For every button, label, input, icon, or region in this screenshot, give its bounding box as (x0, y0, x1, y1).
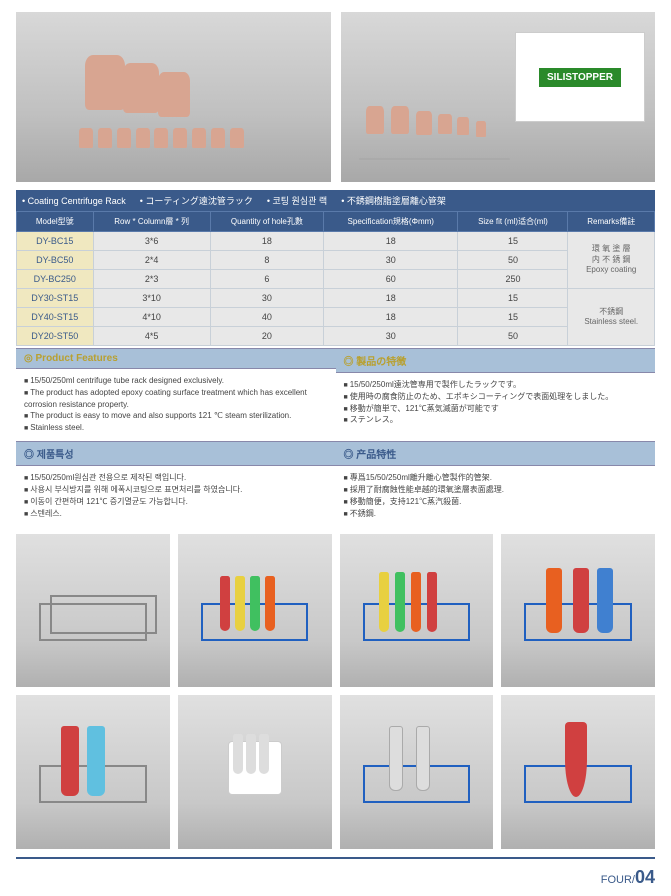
table-cell: 4*5 (93, 327, 210, 346)
top-image-row: SILISTOPPER (16, 12, 655, 182)
feature-item: Stainless steel. (24, 422, 328, 434)
table-cell: 30 (324, 327, 458, 346)
product-cell (501, 695, 655, 849)
table-cell: 30 (210, 289, 323, 308)
table-cell: DY40-ST15 (17, 308, 94, 327)
th-qty: Quantity of hole孔數 (210, 212, 323, 232)
feature-item: 스텐레스. (24, 508, 328, 520)
features-body-cn: 專爲15/50/250ml離升離心管製作的管架.採用了耐腐蝕性能卓越的環氧塗層表… (336, 466, 656, 525)
features-row-1: ◎ Product Features 15/50/250ml centrifug… (16, 348, 655, 439)
table-cell: DY-BC15 (17, 232, 94, 251)
table-cell: DY-BC50 (17, 251, 94, 270)
features-row-2: ◎ 제품특성 15/50/250ml원심관 전용으로 제작된 랙입니다.사용시 … (16, 441, 655, 525)
table-row: DY-BC153*6181815環 氧 塗 層内 不 銹 鋼Epoxy coat… (17, 232, 655, 251)
table-cell: 50 (458, 327, 568, 346)
table-cell: DY-BC250 (17, 270, 94, 289)
feature-item: 使用時の腐食防止のため、エポキシコーティングで表面処理をしました。 (344, 391, 648, 403)
table-header-row: Model型號 Row * Column層 * 列 Quantity of ho… (17, 212, 655, 232)
title-jp: コーティング遠沈管ラック (140, 194, 253, 207)
th-remarks: Remarks備註 (568, 212, 655, 232)
table-cell: 18 (324, 232, 458, 251)
category-title-bar: Coating Centrifuge Rack コーティング遠沈管ラック 코팅 … (16, 190, 655, 211)
table-cell: 50 (458, 251, 568, 270)
features-header-en: ◎ Product Features (16, 348, 336, 369)
title-cn: 不銹鋼樹脂塗層離心管架 (341, 194, 446, 207)
page-footer: FOUR/04 (0, 859, 671, 896)
feature-item: The product has adopted epoxy coating su… (24, 387, 328, 410)
th-model: Model型號 (17, 212, 94, 232)
feature-item: The product is easy to move and also sup… (24, 410, 328, 422)
table-cell: 15 (458, 232, 568, 251)
table-cell: 20 (210, 327, 323, 346)
feature-item: 專爲15/50/250ml離升離心管製作的管架. (344, 472, 648, 484)
feature-item: 採用了耐腐蝕性能卓越的環氧塗層表面處理. (344, 484, 648, 496)
table-row: DY30-ST153*10301815不銹鋼Stainless steel. (17, 289, 655, 308)
table-cell: 18 (210, 232, 323, 251)
product-cell (16, 695, 170, 849)
features-header-kr: ◎ 제품특성 (16, 441, 336, 466)
table-cell: 60 (324, 270, 458, 289)
remarks-cell: 不銹鋼Stainless steel. (568, 289, 655, 346)
table-row: DY20-ST504*5203050 (17, 327, 655, 346)
product-image-box: SILISTOPPER (341, 12, 656, 182)
th-size: Size fit (ml)适合(ml) (458, 212, 568, 232)
feature-item: 15/50/250ml遠沈管専用で製作したラックです。 (344, 379, 648, 391)
footer-page-number: 04 (635, 867, 655, 887)
feature-item: 이동이 간편하며 121℃ 증기멸균도 가능합니다. (24, 496, 328, 508)
feature-item: 사용시 부식방지를 위해 에폭시코팅으로 표면처리를 하였습니다. (24, 484, 328, 496)
th-rowcol: Row * Column層 * 列 (93, 212, 210, 232)
product-cell (340, 534, 494, 688)
table-cell: 4*10 (93, 308, 210, 327)
feature-item: 不銹鋼. (344, 508, 648, 520)
table-cell: 30 (324, 251, 458, 270)
product-cell (178, 695, 332, 849)
features-header-cn: ◎ 产品特性 (336, 441, 656, 466)
product-cell (340, 695, 494, 849)
features-body-en: 15/50/250ml centrifuge tube rack designe… (16, 369, 336, 439)
product-image-stoppers (16, 12, 331, 182)
feature-item: 15/50/250ml centrifuge tube rack designe… (24, 375, 328, 387)
table-cell: DY20-ST50 (17, 327, 94, 346)
feature-item: 移動簡便，支持121℃蒸汽殺菌. (344, 496, 648, 508)
th-spec: Specification規格(Φmm) (324, 212, 458, 232)
table-cell: DY30-ST15 (17, 289, 94, 308)
table-cell: 8 (210, 251, 323, 270)
product-cell (178, 534, 332, 688)
table-row: DY40-ST154*10401815 (17, 308, 655, 327)
title-en: Coating Centrifuge Rack (22, 196, 126, 206)
table-cell: 18 (324, 289, 458, 308)
spec-table: Model型號 Row * Column層 * 列 Quantity of ho… (16, 211, 655, 346)
table-cell: 6 (210, 270, 323, 289)
features-header-jp: ◎ 製品の特徴 (336, 348, 656, 373)
silistopper-box: SILISTOPPER (515, 32, 645, 122)
footer-label: FOUR/ (601, 874, 635, 886)
title-kr: 코팅 원심관 랙 (267, 194, 327, 207)
table-cell: 250 (458, 270, 568, 289)
table-cell: 3*6 (93, 232, 210, 251)
product-cell (501, 534, 655, 688)
table-row: DY-BC502*483050 (17, 251, 655, 270)
feature-item: ステンレス。 (344, 414, 648, 426)
table-cell: 3*10 (93, 289, 210, 308)
features-body-jp: 15/50/250ml遠沈管専用で製作したラックです。使用時の腐食防止のため、エ… (336, 373, 656, 432)
feature-item: 移動が簡単で、121℃蒸気滅菌が可能です (344, 403, 648, 415)
table-cell: 18 (324, 308, 458, 327)
table-cell: 2*4 (93, 251, 210, 270)
table-cell: 2*3 (93, 270, 210, 289)
silistopper-label: SILISTOPPER (539, 68, 621, 87)
table-row: DY-BC2502*3660250 (17, 270, 655, 289)
product-image-grid (16, 534, 655, 850)
remarks-cell: 環 氧 塗 層内 不 銹 鋼Epoxy coating (568, 232, 655, 289)
product-cell (16, 534, 170, 688)
feature-item: 15/50/250ml원심관 전용으로 제작된 랙입니다. (24, 472, 328, 484)
table-cell: 15 (458, 289, 568, 308)
table-cell: 40 (210, 308, 323, 327)
features-body-kr: 15/50/250ml원심관 전용으로 제작된 랙입니다.사용시 부식방지를 위… (16, 466, 336, 525)
table-cell: 15 (458, 308, 568, 327)
